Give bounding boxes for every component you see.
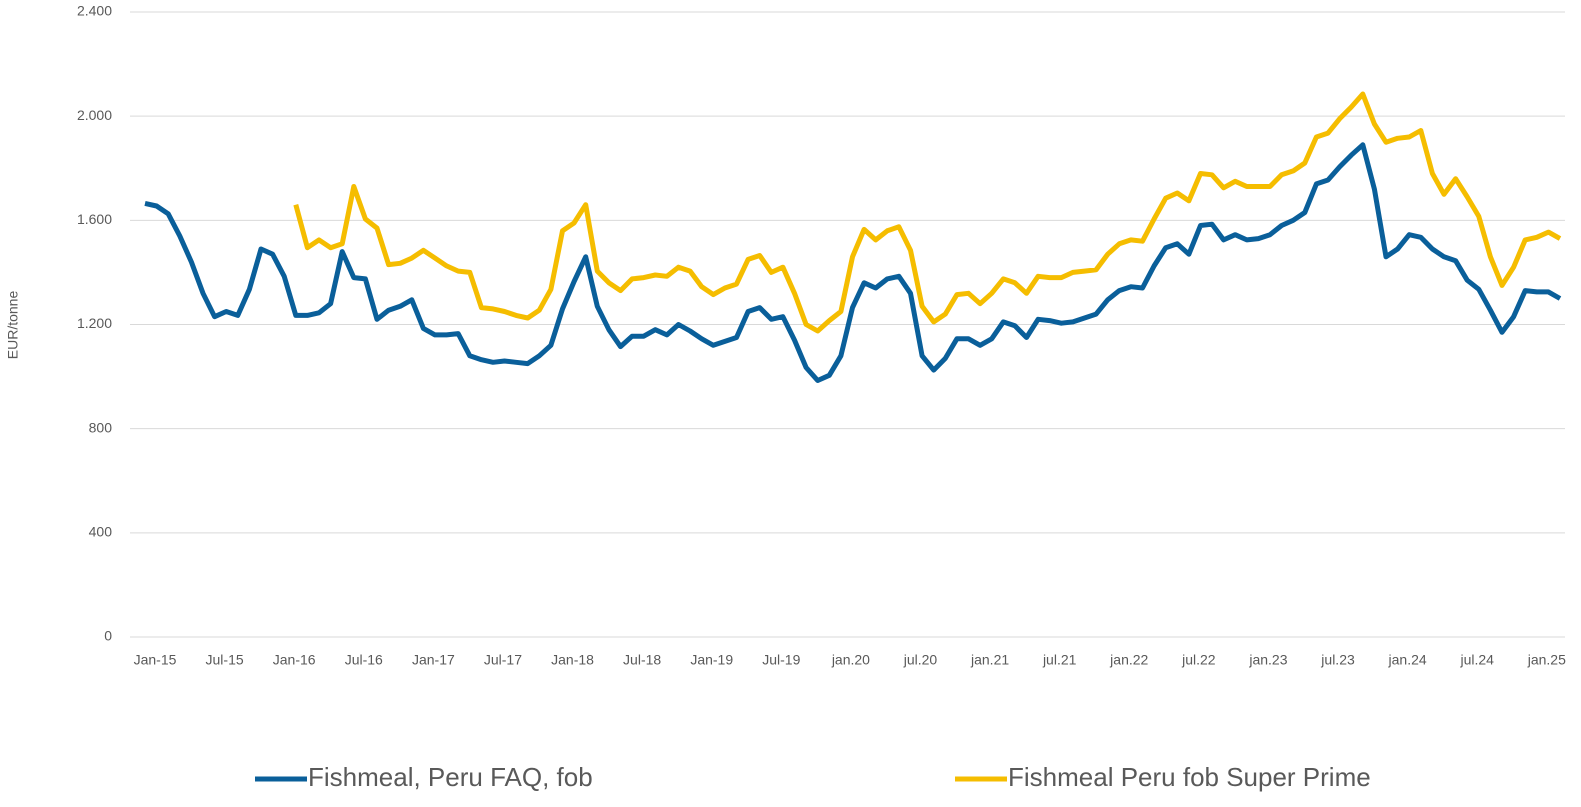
x-tick-label: Jan-15 [134,652,177,668]
x-tick-label: jul.21 [1042,652,1077,668]
line-series [144,142,1562,383]
y-axis-label: EUR/tonne [5,291,21,360]
x-tick-label: Jan-18 [551,652,594,668]
y-tick-label: 400 [89,524,113,540]
x-tick-label: jan.25 [1527,652,1566,668]
x-tick-label: jul.20 [903,652,938,668]
x-tick-label: jul.24 [1459,652,1494,668]
x-tick-label: Jan-16 [273,652,316,668]
x-tick-label: jan.22 [1109,652,1148,668]
x-tick-label: jan.24 [1388,652,1427,668]
x-tick-label: Jul-16 [345,652,383,668]
line-series [293,91,1562,334]
y-tick-label: 1.200 [77,315,112,331]
x-tick-label: Jul-17 [484,652,522,668]
legend-label: Fishmeal, Peru FAQ, fob [308,762,593,792]
y-tick-label: 800 [89,419,113,435]
y-tick-label: 2.400 [77,3,112,19]
x-tick-label: jan.21 [970,652,1009,668]
x-tick-label: jan.23 [1248,652,1287,668]
x-tick-label: Jan-17 [412,652,455,668]
x-tick-label: jul.23 [1320,652,1355,668]
y-tick-label: 1.600 [77,211,112,227]
x-tick-label: Jul-18 [623,652,661,668]
x-tick-label: jan.20 [831,652,870,668]
legend-label: Fishmeal Peru fob Super Prime [1008,762,1371,792]
y-tick-label: 2.000 [77,107,112,123]
x-tick-label: jul.22 [1181,652,1216,668]
x-tick-label: Jan-19 [690,652,733,668]
x-tick-label: Jul-19 [762,652,800,668]
y-tick-label: 0 [104,628,112,644]
x-tick-label: Jul-15 [206,652,244,668]
